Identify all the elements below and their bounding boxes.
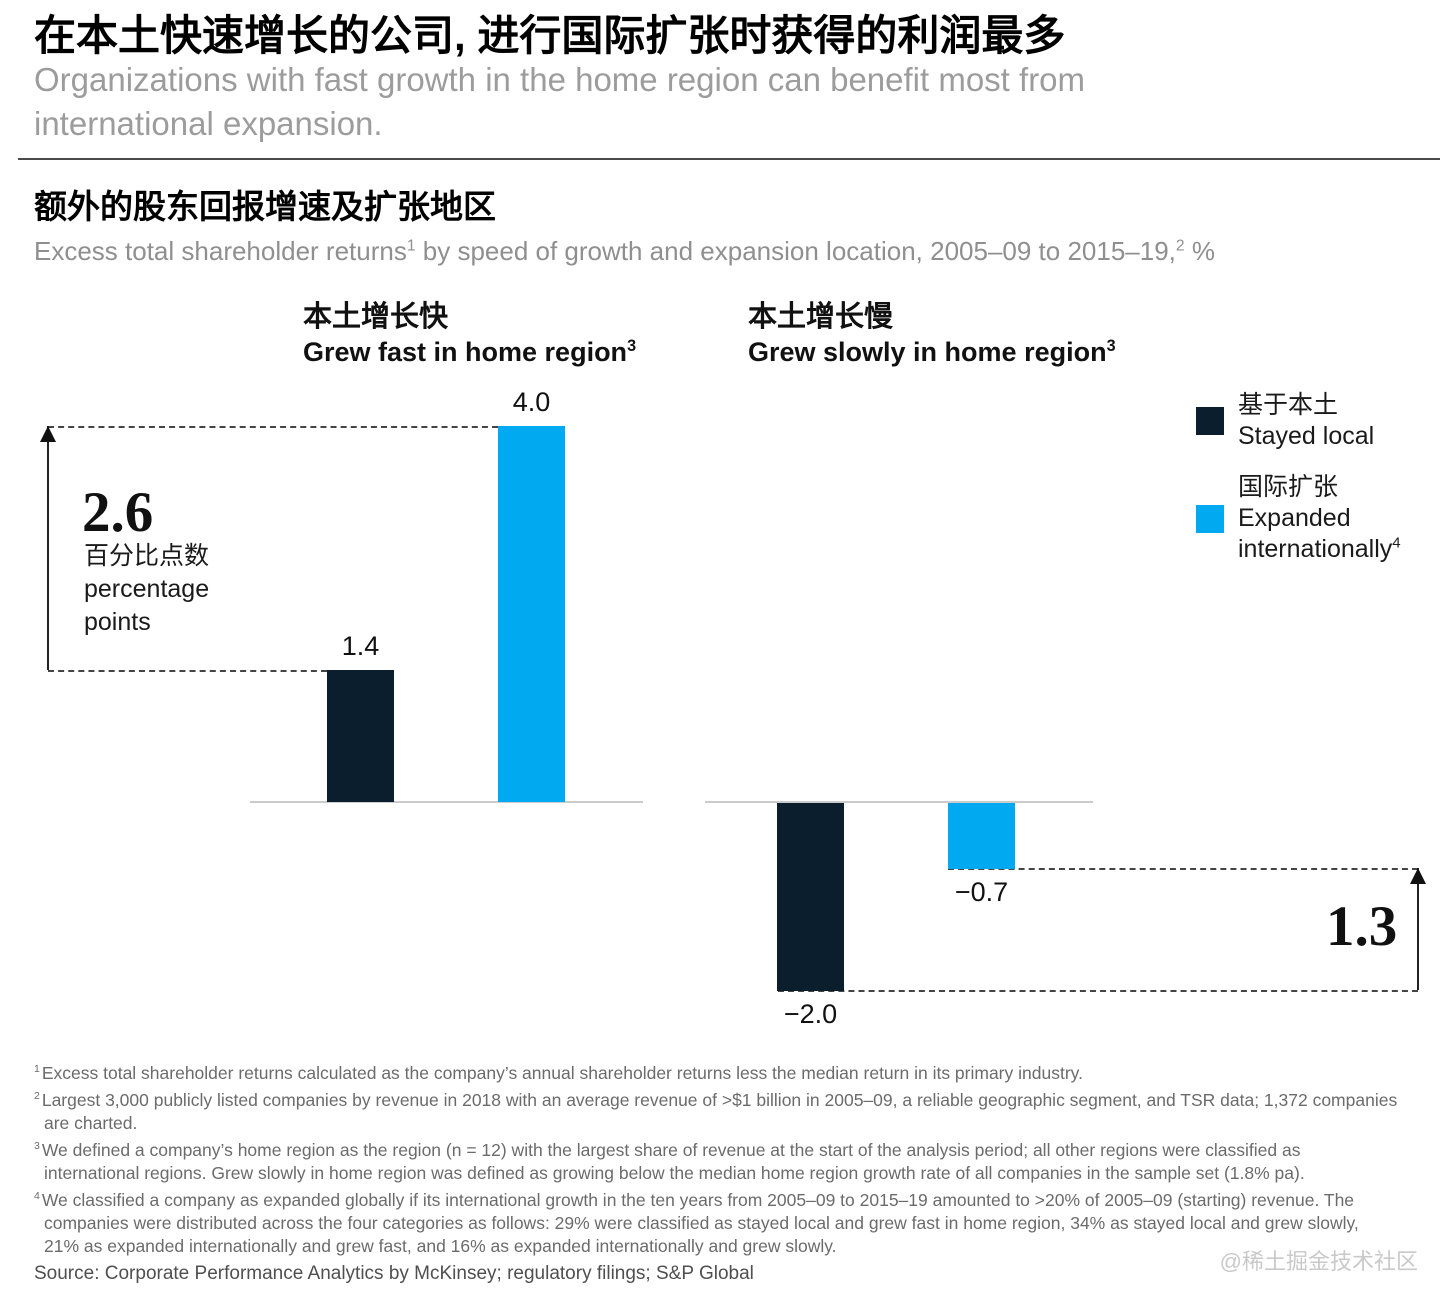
page-subtitle: Organizations with fast growth in the ho… [34, 58, 1085, 146]
guide-line-4-0 [48, 426, 498, 428]
bar-fast-expanded: 4.0 [498, 387, 565, 802]
difference-arrow-left [47, 426, 49, 670]
footnote-ref-1: 1 [406, 237, 416, 255]
footnote-1: 1 Excess total shareholder returns calcul… [34, 1063, 1083, 1083]
annotation-right-value: 1.3 [1326, 895, 1398, 958]
chart-heading: 额外的股东回报增速及扩张地区 [34, 188, 496, 225]
legend: 基于本土 Stayed local 国际扩张 Expanded internat… [1196, 390, 1438, 565]
page-subtitle-line1: Organizations with fast growth in the ho… [34, 61, 1086, 98]
watermark: @稀土掘金技术社区 [1219, 1249, 1418, 1274]
bar-value-label: −0.7 [954, 877, 1009, 907]
legend-label-expanded: 国际扩张 Expanded internationally4 [1238, 473, 1401, 563]
group-label-slow-zh: 本土增长慢 [748, 301, 894, 333]
chart-subheading-unit: % [1184, 236, 1215, 266]
chart-subheading: Excess total shareholder returns1 by spe… [34, 236, 1215, 267]
group-label-fast-en: Grew fast in home region3 [303, 337, 637, 367]
footnote-ref-3: 3 [627, 337, 637, 355]
guide-line-neg0-7 [948, 868, 1418, 870]
annotation-left-value: 2.6 [82, 481, 154, 544]
source-line: Source: Corporate Performance Analytics … [34, 1263, 754, 1284]
legend-item-stayed-local: 基于本土 Stayed local [1196, 390, 1438, 452]
legend-swatch-blue [1196, 504, 1224, 533]
guide-line-neg2-0 [778, 990, 1418, 992]
group-label-slow: 本土增长慢 Grew slowly in home region3 [748, 300, 1116, 368]
chart-subheading-text: Excess total shareholder returns [34, 236, 407, 266]
footnote-ref-3: 3 [1106, 337, 1116, 355]
bar-value-label: 4.0 [512, 387, 551, 417]
bar-value-label: −2.0 [783, 999, 838, 1029]
legend-label-stayed-local: 基于本土 Stayed local [1238, 391, 1375, 450]
footnote-4: 4 We classified a company as expanded glo… [34, 1190, 1359, 1256]
bar-slow-expanded: −0.7 [948, 803, 1015, 907]
page-subtitle-line2: international expansion. [34, 105, 383, 142]
bar-fast-stayed-local: 1.4 [327, 631, 394, 802]
bar-value-label: 1.4 [341, 631, 380, 661]
axis-baseline-left [250, 801, 643, 803]
bar-slow-stayed-local: −2.0 [777, 803, 844, 1029]
header-divider [18, 158, 1440, 160]
guide-line-1-4 [48, 670, 327, 672]
legend-item-expanded: 国际扩张 Expanded internationally4 [1196, 472, 1438, 565]
footnotes: 1 Excess total shareholder returns calcul… [34, 1062, 1398, 1289]
axis-baseline-right [705, 801, 1093, 803]
page-title: 在本土快速增长的公司, 进行国际扩张时获得的利润最多 [34, 12, 1066, 59]
annotation-left-desc: 百分比点数 percentage points [84, 542, 210, 636]
group-label-fast: 本土增长快 Grew fast in home region3 [303, 300, 636, 368]
group-label-fast-zh: 本土增长快 [303, 301, 449, 333]
chart-subheading-text2: by speed of growth and expansion locatio… [415, 236, 1176, 266]
footnote-ref-2: 2 [1175, 237, 1185, 255]
legend-swatch-dark [1196, 407, 1224, 435]
footnote-2: 2 Largest 3,000 publicly listed companies… [34, 1090, 1398, 1133]
bar-chart: 本土增长快 Grew fast in home region3 本土增长慢 Gr… [0, 0, 1440, 1060]
footnote-3: 3 We defined a company’s home region as t… [34, 1140, 1305, 1183]
difference-arrow-right [1417, 868, 1419, 990]
group-label-slow-en: Grew slowly in home region3 [748, 337, 1116, 367]
footnote-ref-4: 4 [1392, 534, 1401, 552]
